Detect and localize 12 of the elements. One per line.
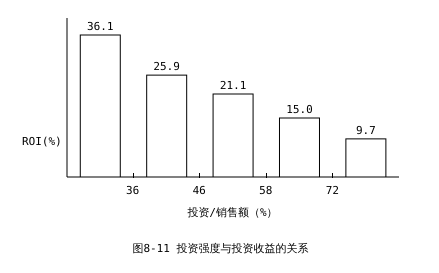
y-axis-title: ROI(%) [22,135,62,148]
text: 36 [124,184,140,197]
data-label: 36.1 [87,20,114,34]
x-axis-title: 投资/销售额（%） [186,205,279,220]
data-label: 9.7 [356,124,376,137]
data-label: 15.0 [286,103,313,116]
text: 图8-11 投资强度与投资收益的关系 [131,241,310,256]
data-label: 25.9 [153,60,180,74]
text: 72 [324,184,340,197]
text: 58 [258,184,274,197]
text: 46 [192,184,207,197]
data-label: 21.1 [220,79,246,92]
